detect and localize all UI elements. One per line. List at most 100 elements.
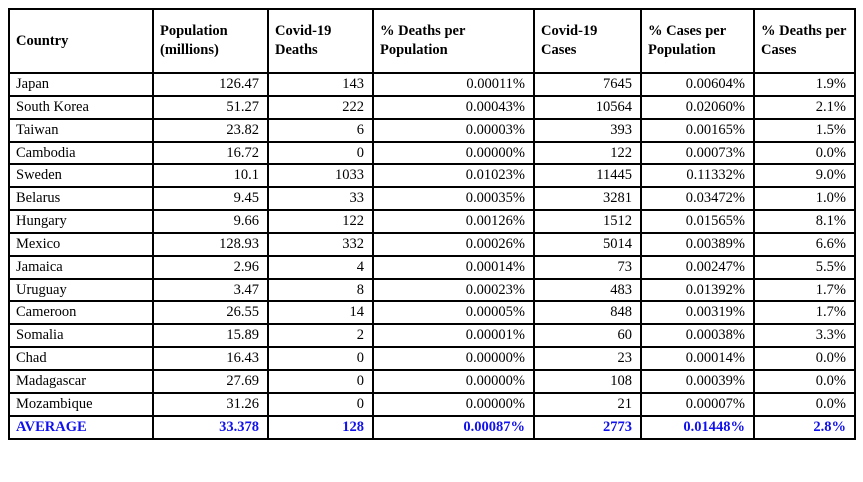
column-header-pct-deaths-per-population: % Deaths per Population [372, 8, 535, 74]
cell-population-millions: 51.27 [152, 94, 269, 120]
cell-covid19-cases: 108 [533, 368, 642, 394]
cell-population-millions: 16.72 [152, 140, 269, 166]
table-body: Japan 126.47 143 0.00011% 7645 0.00604% 1.9% So… [8, 72, 856, 440]
cell-pct-deaths-per-cases: 0.0% [753, 140, 856, 166]
cell-population-millions: 10.1 [152, 163, 269, 189]
cell-country: Taiwan [8, 117, 154, 143]
cell-country: Hungary [8, 209, 154, 234]
cell-pct-deaths-per-population: 0.00023% [372, 277, 535, 303]
cell-country: Cambodia [8, 140, 154, 166]
cell-pct-deaths-per-population: 0.00000% [372, 391, 535, 417]
cell-pct-deaths-per-cases: 2.1% [753, 94, 856, 120]
cell-population-millions: 9.45 [152, 186, 269, 212]
cell-pct-cases-per-population: 0.00604% [640, 72, 755, 97]
header-row: Country Population (millions) Covid-19 Dea… [8, 8, 856, 74]
cell-country: Jamaica [8, 254, 154, 280]
cell-country: Sweden [8, 163, 154, 189]
cell-country: Chad [8, 346, 154, 371]
cell-pct-deaths-per-cases: 0.0% [753, 391, 856, 417]
cell-pct-deaths-per-population: 0.00000% [372, 368, 535, 394]
cell-pct-cases-per-population: 0.00319% [640, 300, 755, 326]
cell-pct-cases-per-population: 0.01392% [640, 277, 755, 303]
cell-covid19-cases: 5014 [533, 231, 642, 257]
cell-country: Mozambique [8, 391, 154, 417]
cell-pct-cases-per-population: 0.00165% [640, 117, 755, 143]
cell-pct-deaths-per-cases: 8.1% [753, 209, 856, 234]
table-row: Japan 126.47 143 0.00011% 7645 0.00604% 1.9% [8, 72, 856, 97]
cell-covid19-deaths: 0 [267, 140, 374, 166]
cell-population-millions: 27.69 [152, 368, 269, 394]
cell-covid19-deaths: 8 [267, 277, 374, 303]
cell-pct-deaths-per-cases: 1.5% [753, 117, 856, 143]
cell-covid19-cases: 848 [533, 300, 642, 326]
cell-covid19-deaths: 2 [267, 323, 374, 349]
cell-pct-deaths-per-population: 0.01023% [372, 163, 535, 189]
cell-pct-deaths-per-cases: 5.5% [753, 254, 856, 280]
cell-covid19-cases: 23 [533, 346, 642, 371]
table-row: South Korea 51.27 222 0.00043% 10564 0.02060%… [8, 94, 856, 120]
cell-covid19-cases: 60 [533, 323, 642, 349]
cell-covid19-cases: 122 [533, 140, 642, 166]
cell-pct-cases-per-population: 0.00389% [640, 231, 755, 257]
table-row: Mozambique 31.26 0 0.00000% 21 0.00007% 0.0% [8, 391, 856, 417]
average-cell-country: AVERAGE [8, 414, 154, 440]
cell-pct-deaths-per-cases: 9.0% [753, 163, 856, 189]
column-header-population-millions: Population (millions) [152, 8, 269, 74]
cell-pct-deaths-per-population: 0.00003% [372, 117, 535, 143]
cell-pct-deaths-per-population: 0.00000% [372, 140, 535, 166]
average-cell-pct-deaths-per-population: 0.00087% [372, 414, 535, 440]
average-cell-pct-cases-per-population: 0.01448% [640, 414, 755, 440]
cell-population-millions: 23.82 [152, 117, 269, 143]
cell-pct-cases-per-population: 0.03472% [640, 186, 755, 212]
cell-country: Belarus [8, 186, 154, 212]
column-header-covid19-deaths: Covid-19 Deaths [267, 8, 374, 74]
cell-population-millions: 126.47 [152, 72, 269, 97]
column-header-pct-deaths-per-cases: % Deaths per Cases [753, 8, 856, 74]
cell-pct-cases-per-population: 0.00038% [640, 323, 755, 349]
cell-pct-deaths-per-population: 0.00000% [372, 346, 535, 371]
cell-covid19-cases: 10564 [533, 94, 642, 120]
cell-pct-deaths-per-cases: 0.0% [753, 368, 856, 394]
cell-covid19-cases: 73 [533, 254, 642, 280]
cell-pct-cases-per-population: 0.00007% [640, 391, 755, 417]
table-row: Sweden 10.1 1033 0.01023% 11445 0.11332% 9.0% [8, 163, 856, 189]
covid-statistics-table: Country Population (millions) Covid-19 Dea… [8, 8, 856, 440]
table-row: Belarus 9.45 33 0.00035% 3281 0.03472% 1.0% [8, 186, 856, 212]
average-cell-covid19-cases: 2773 [533, 414, 642, 440]
cell-covid19-deaths: 4 [267, 254, 374, 280]
cell-pct-cases-per-population: 0.11332% [640, 163, 755, 189]
cell-pct-deaths-per-cases: 1.0% [753, 186, 856, 212]
document-page: Country Population (millions) Covid-19 Dea… [8, 8, 856, 440]
table-row: Chad 16.43 0 0.00000% 23 0.00014% 0.0% [8, 346, 856, 371]
cell-population-millions: 3.47 [152, 277, 269, 303]
cell-covid19-deaths: 0 [267, 346, 374, 371]
cell-pct-deaths-per-population: 0.00011% [372, 72, 535, 97]
table-row: Uruguay 3.47 8 0.00023% 483 0.01392% 1.7% [8, 277, 856, 303]
cell-pct-deaths-per-cases: 1.7% [753, 300, 856, 326]
cell-population-millions: 31.26 [152, 391, 269, 417]
cell-pct-deaths-per-population: 0.00005% [372, 300, 535, 326]
table-row: Mexico 128.93 332 0.00026% 5014 0.00389% 6.6% [8, 231, 856, 257]
table-row: Madagascar 27.69 0 0.00000% 108 0.00039% 0.0% [8, 368, 856, 394]
cell-covid19-deaths: 122 [267, 209, 374, 234]
average-row: AVERAGE 33.378 128 0.00087% 2773 0.01448% 2.8% [8, 414, 856, 440]
cell-pct-cases-per-population: 0.01565% [640, 209, 755, 234]
cell-pct-deaths-per-population: 0.00126% [372, 209, 535, 234]
table-row: Somalia 15.89 2 0.00001% 60 0.00038% 3.3% [8, 323, 856, 349]
cell-covid19-deaths: 6 [267, 117, 374, 143]
average-cell-covid19-deaths: 128 [267, 414, 374, 440]
table-header: Country Population (millions) Covid-19 Dea… [8, 8, 856, 74]
table-row: Cameroon 26.55 14 0.00005% 848 0.00319% 1.7% [8, 300, 856, 326]
cell-covid19-cases: 1512 [533, 209, 642, 234]
cell-pct-cases-per-population: 0.00073% [640, 140, 755, 166]
cell-covid19-cases: 483 [533, 277, 642, 303]
cell-covid19-cases: 393 [533, 117, 642, 143]
cell-country: South Korea [8, 94, 154, 120]
table-row: Cambodia 16.72 0 0.00000% 122 0.00073% 0.0% [8, 140, 856, 166]
table-row: Hungary 9.66 122 0.00126% 1512 0.01565% 8.1% [8, 209, 856, 234]
cell-covid19-deaths: 332 [267, 231, 374, 257]
cell-pct-cases-per-population: 0.00039% [640, 368, 755, 394]
cell-covid19-cases: 21 [533, 391, 642, 417]
cell-covid19-cases: 11445 [533, 163, 642, 189]
column-header-pct-cases-per-population: % Cases per Population [640, 8, 755, 74]
